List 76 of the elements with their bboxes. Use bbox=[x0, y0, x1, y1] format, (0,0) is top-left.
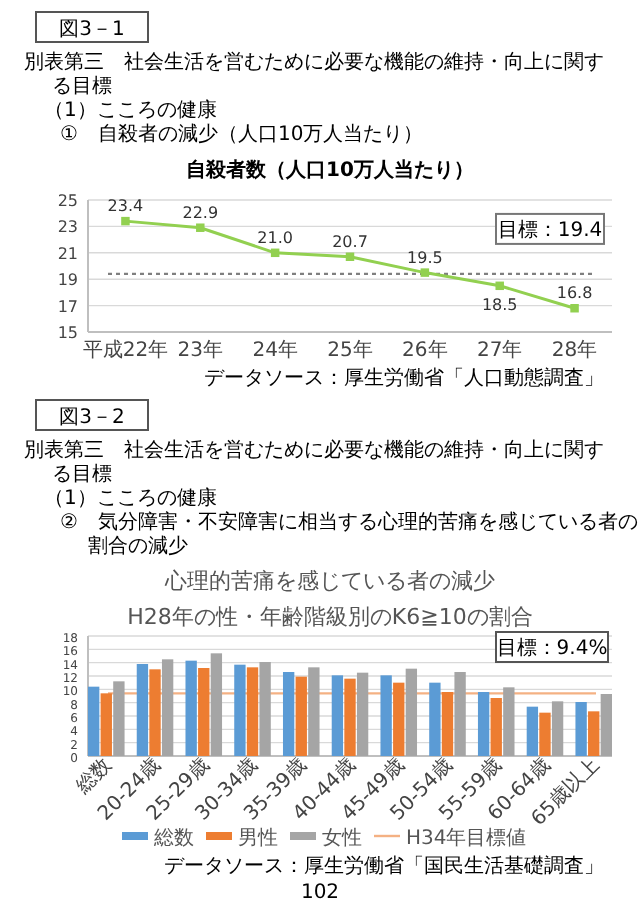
bar bbox=[356, 672, 369, 756]
bar bbox=[198, 668, 210, 756]
bar bbox=[441, 692, 454, 756]
bar bbox=[575, 702, 587, 756]
bar bbox=[210, 653, 223, 756]
bar bbox=[259, 662, 271, 756]
bar bbox=[539, 712, 551, 756]
text: 102 bbox=[300, 882, 340, 904]
x-tick-label: 23年 bbox=[177, 338, 224, 362]
bar bbox=[331, 675, 344, 756]
legend-label: 女性 bbox=[322, 826, 362, 850]
bar bbox=[405, 668, 418, 756]
text: （1）こころの健康 bbox=[44, 486, 217, 510]
data-label: 19.5 bbox=[407, 248, 443, 267]
bar bbox=[454, 672, 466, 756]
legend-label: H34年目標値 bbox=[406, 826, 527, 850]
point bbox=[196, 223, 205, 232]
bar bbox=[380, 675, 392, 756]
bar bbox=[477, 692, 490, 756]
chart-title: 心理的苦痛を感じている者の減少 bbox=[163, 568, 495, 594]
text: ② 気分障害・不安障害に相当する心理的苦痛を感じている者の割合の減少 bbox=[60, 510, 638, 558]
bar bbox=[113, 681, 125, 756]
x-tick-label: 平成22年 bbox=[82, 338, 169, 362]
data-label: 16.8 bbox=[556, 284, 593, 303]
text: （1）こころの健康 bbox=[44, 98, 217, 122]
legend-label: 男性 bbox=[238, 826, 278, 850]
data-label: 20.7 bbox=[332, 232, 368, 251]
x-tick-label: 28年 bbox=[551, 338, 598, 362]
text: 別表第三 社会生活を営むために必要な機能の維持・向上に関する目標 bbox=[24, 50, 604, 98]
text: データソース：厚生労働省「人口動態調査」 bbox=[204, 366, 604, 390]
text: 別表第三 社会生活を営むために必要な機能の維持・向上に関する目標 bbox=[24, 438, 604, 486]
y-tick-label: 23 bbox=[57, 218, 78, 237]
legend-label: 総数 bbox=[152, 826, 194, 850]
bar bbox=[344, 678, 356, 756]
y-tick-label: 15 bbox=[57, 324, 78, 342]
data-label: 18.5 bbox=[481, 295, 518, 314]
data-label: 23.4 bbox=[107, 197, 144, 216]
bar bbox=[282, 672, 295, 756]
x-tick-label: 26年 bbox=[402, 338, 448, 362]
y-tick-label: 21 bbox=[57, 244, 78, 263]
text: ① 自殺者の減少（人口10万人当たり） bbox=[60, 122, 424, 146]
bar bbox=[136, 664, 149, 756]
y-tick-label: 25 bbox=[57, 192, 78, 210]
bar bbox=[503, 687, 515, 756]
bar bbox=[588, 711, 600, 756]
chart-subtitle: H28年の性・年齢階級別のK6≧10の割合 bbox=[127, 604, 533, 630]
bar bbox=[295, 676, 307, 756]
bar bbox=[429, 682, 441, 756]
point bbox=[121, 216, 130, 226]
bar bbox=[234, 664, 246, 756]
bar bbox=[149, 669, 161, 756]
bar bbox=[88, 686, 100, 756]
x-tick-label: 27年 bbox=[476, 338, 523, 362]
bar bbox=[526, 706, 539, 756]
text: データソース：厚生労働省「国民生活基礎調査」 bbox=[164, 854, 604, 878]
y-tick-label: 19 bbox=[57, 271, 78, 290]
point bbox=[420, 268, 430, 277]
bar bbox=[490, 698, 502, 756]
data-label: 21.0 bbox=[257, 228, 293, 247]
point bbox=[495, 281, 504, 291]
bar bbox=[551, 701, 564, 756]
bar bbox=[393, 682, 405, 756]
bar bbox=[100, 693, 112, 756]
data-label: 22.9 bbox=[182, 203, 219, 222]
bar bbox=[161, 659, 174, 756]
bar bbox=[308, 667, 320, 756]
point bbox=[570, 304, 579, 313]
chart-title: 自殺者数（人口10万人当たり） bbox=[186, 158, 474, 182]
y-tick-label: 17 bbox=[57, 297, 78, 316]
caption: 図3－2 bbox=[59, 407, 125, 429]
caption: 図3－1 bbox=[59, 19, 125, 41]
bar bbox=[600, 694, 612, 756]
bar bbox=[246, 667, 259, 756]
x-tick-label: 25年 bbox=[327, 338, 373, 362]
x-tick-label: 24年 bbox=[252, 338, 298, 362]
bar bbox=[185, 660, 197, 756]
